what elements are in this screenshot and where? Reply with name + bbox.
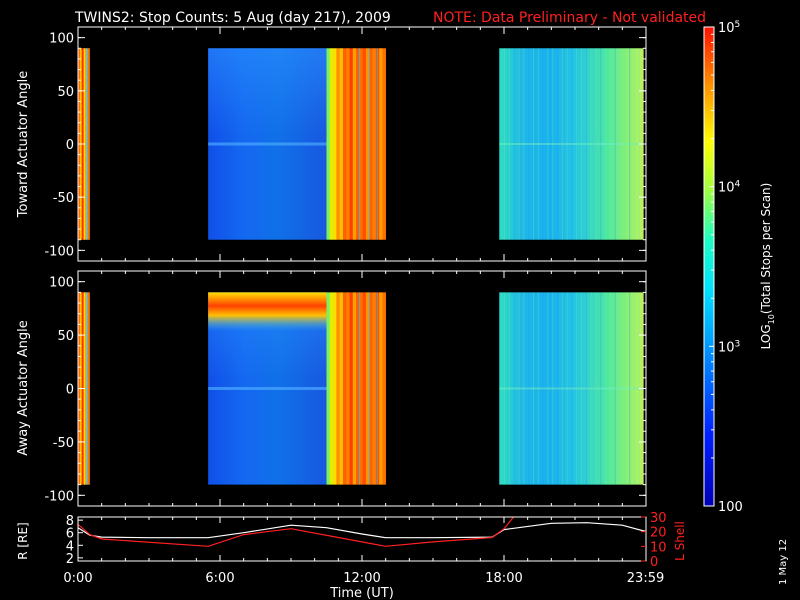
y-axis-label: Away Actuator Angle	[16, 320, 31, 455]
data-stripe	[352, 48, 357, 240]
data-stripe	[329, 48, 334, 240]
x-tick-label: 18:00	[485, 571, 522, 586]
y-tick-label: 6	[66, 527, 74, 542]
data-stripe	[362, 292, 367, 485]
x-tick-label: 12:00	[343, 571, 380, 586]
y-tick-label: 4	[66, 539, 74, 554]
data-stripe	[359, 292, 363, 485]
left-axis-label: R [RE]	[16, 522, 30, 559]
y-tick-label-right: 30	[650, 511, 667, 526]
x-tick-label: 0:00	[63, 571, 92, 586]
y-tick-label: 100	[49, 276, 74, 291]
y-tick-label: 0	[66, 138, 74, 153]
y-tick-label: 0	[66, 383, 74, 398]
data-stripe	[359, 48, 363, 240]
high-angle-band	[208, 292, 327, 331]
y-tick-label-right: 0	[650, 555, 658, 570]
y-tick-label: 50	[57, 329, 74, 344]
data-stripe	[372, 48, 377, 240]
y-tick-label: 100	[49, 32, 74, 47]
colorbar-tick-label: 105	[718, 20, 740, 36]
data-streak	[376, 292, 378, 485]
y-tick-label-right: 10	[650, 540, 667, 555]
zero-angle-band	[208, 387, 327, 390]
data-stripe	[356, 292, 360, 485]
colorbar-tick-label: 103	[718, 339, 740, 355]
data-stripe	[346, 48, 350, 240]
zero-angle-band	[208, 142, 327, 146]
chart-title: TWINS2: Stop Counts: 5 Aug (day 217), 20…	[74, 10, 391, 26]
colorbar-tick-label: 100	[718, 500, 743, 515]
data-block-middle-glow	[208, 48, 327, 135]
data-stripe	[85, 292, 88, 485]
data-stripe	[349, 48, 354, 240]
radius-line	[77, 522, 647, 539]
data-stripe	[336, 292, 340, 485]
data-stripe	[352, 292, 357, 485]
data-streak	[376, 48, 378, 240]
data-stripe	[365, 48, 370, 240]
away-actuator-panel: 100 50 0 -50 -100 Away Actuator Angle	[16, 270, 647, 507]
y-tick-label: -50	[53, 191, 74, 206]
colorbar-fill	[703, 26, 715, 507]
data-streak	[359, 48, 361, 240]
data-stripe	[85, 48, 88, 240]
y-tick-label: -100	[44, 244, 74, 259]
data-stripe	[382, 48, 386, 240]
x-axis-label: Time (UT)	[329, 586, 394, 600]
data-stripe	[369, 48, 373, 240]
preliminary-note: NOTE: Data Preliminary - Not validated	[433, 10, 706, 26]
data-stripe	[326, 292, 331, 485]
date-stamp: 1 May 12	[778, 539, 789, 585]
toward-actuator-panel: 100 50 0 -50 -100 Toward Actuator Angle	[16, 26, 647, 262]
colorbar: 100 103 104 105 LOG10(Total Stops per Scan)	[703, 20, 776, 515]
colorbar-tick-label: 104	[718, 180, 741, 196]
data-stripe	[339, 48, 344, 240]
data-stripe	[326, 48, 331, 240]
data-stripe	[342, 292, 347, 485]
zero-angle-band	[499, 387, 644, 390]
data-stripe	[339, 292, 344, 485]
y-tick-label: 50	[57, 85, 74, 100]
right-axis-label: L Shell	[673, 521, 687, 561]
data-stripe	[333, 292, 337, 485]
zero-angle-band	[499, 143, 644, 145]
y-tick-label: 8	[66, 514, 74, 529]
data-stripe	[329, 292, 334, 485]
x-tick-label: 23:59	[627, 571, 664, 586]
data-stripe	[369, 292, 373, 485]
data-stripe	[362, 48, 367, 240]
l-shell-line	[77, 516, 514, 547]
x-tick-label: 6:00	[205, 571, 234, 586]
plot-background	[78, 517, 646, 561]
y-tick-label-right: 20	[650, 526, 667, 541]
data-stripe	[87, 48, 90, 240]
data-streak	[369, 48, 371, 240]
data-streak	[369, 292, 371, 485]
data-stripe	[356, 48, 360, 240]
y-axis-label: Toward Actuator Angle	[16, 71, 31, 218]
data-stripe	[342, 48, 347, 240]
y-tick-label: -50	[53, 436, 74, 451]
data-stripe	[379, 48, 383, 240]
y-tick-label: 2	[66, 552, 74, 567]
data-stripe	[382, 292, 386, 485]
data-stripe	[87, 292, 90, 485]
data-stripe	[372, 292, 377, 485]
data-streak	[359, 292, 361, 485]
data-stripe	[349, 292, 354, 485]
data-stripe	[346, 292, 350, 485]
data-stripe	[333, 48, 337, 240]
data-stripe	[379, 292, 383, 485]
data-stripe	[336, 48, 340, 240]
colorbar-label: LOG10(Total Stops per Scan)	[759, 183, 776, 350]
data-stripe	[365, 292, 370, 485]
y-tick-label: -100	[44, 489, 74, 504]
